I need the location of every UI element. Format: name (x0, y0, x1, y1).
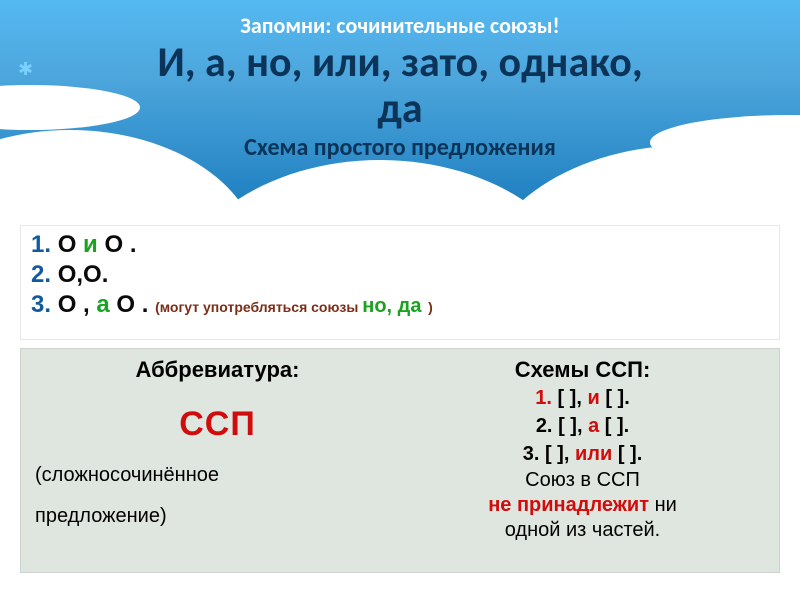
schema2-text: О,О. (58, 261, 109, 288)
schema3-num: 3. (31, 291, 51, 318)
schema1-end: . (130, 231, 137, 258)
ssp1-mid: [ ]. (605, 387, 629, 409)
schema3-conj: а (96, 291, 109, 318)
schema1-o2: О (104, 231, 123, 258)
title-small: Запомни: сочинительные союзы! (0, 12, 800, 39)
schema-line-2: 2. О,О. (31, 260, 769, 290)
ssp2-conj: а (588, 415, 599, 437)
abbr-text: ССП (35, 405, 400, 444)
ssp2-open: [ ], (558, 415, 588, 437)
schema3-note-conj: но, да (362, 295, 421, 317)
ssp3-open: [ ], (545, 443, 575, 465)
abbr-paren1: (сложносочинённое (35, 464, 400, 487)
ssp3-num: 3. (523, 443, 540, 465)
bullet-star-icon: ✱ (18, 58, 33, 80)
schema3-o2: О (116, 291, 135, 318)
ssp3-conj: или (575, 443, 612, 465)
ssp1-num: 1. (535, 387, 552, 409)
schema2-num: 2. (31, 261, 51, 288)
ssp-note2-red: не принадлежит (488, 494, 649, 516)
ssp-note3: одной из частей. (400, 519, 765, 542)
schema3-o1: О (58, 291, 77, 318)
schema-line-1: 1. О и О . (31, 230, 769, 260)
schema3-note-close: ) (428, 299, 433, 315)
ssp-note1: Союз в ССП (400, 469, 765, 492)
ssp3-mid: [ ]. (618, 443, 642, 465)
sky-background: Запомни: сочинительные союзы! ✱ И, а, но… (0, 0, 800, 220)
schema-panel: 1. О и О . 2. О,О. 3. О , а О . (могут у… (20, 225, 780, 340)
ssp-note2: не принадлежит ни (400, 494, 765, 517)
ssp2-mid: [ ]. (605, 415, 629, 437)
slide: Запомни: сочинительные союзы! ✱ И, а, но… (0, 0, 800, 600)
abbr-paren2: предложение) (35, 505, 400, 528)
ssp-right: Схемы ССП: 1. [ ], и [ ]. 2. [ ], а [ ]. (400, 357, 765, 542)
ssp-note2-plain: ни (655, 494, 677, 516)
ssp-panel: Аббревиатура: ССП (сложносочинённое пред… (20, 348, 780, 573)
schema1-num: 1. (31, 231, 51, 258)
ssp1-conj: и (587, 387, 599, 409)
ssp1-open: [ ], (557, 387, 587, 409)
schema3-comma: , (83, 291, 96, 318)
schema3-note-a: (могут употребляться союзы (155, 299, 362, 315)
schema1-o1: О (58, 231, 77, 258)
abbr-header: Аббревиатура: (35, 357, 400, 383)
ssp2-num: 2. (536, 415, 553, 437)
ssp-line-2: 2. [ ], а [ ]. (400, 413, 765, 439)
schema1-conj: и (83, 231, 98, 258)
ssp-row: Аббревиатура: ССП (сложносочинённое пред… (35, 357, 765, 542)
ssp-line-3: 3. [ ], или [ ]. (400, 441, 765, 467)
ssp-left: Аббревиатура: ССП (сложносочинённое пред… (35, 357, 400, 542)
ssp-header: Схемы ССП: (400, 357, 765, 383)
schema3-end: . (142, 291, 149, 318)
schema-line-3: 3. О , а О . (могут употребляться союзы … (31, 290, 769, 320)
ssp-line-1: 1. [ ], и [ ]. (400, 385, 765, 411)
title-big-line1: И, а, но, или, зато, однако, (0, 41, 800, 85)
